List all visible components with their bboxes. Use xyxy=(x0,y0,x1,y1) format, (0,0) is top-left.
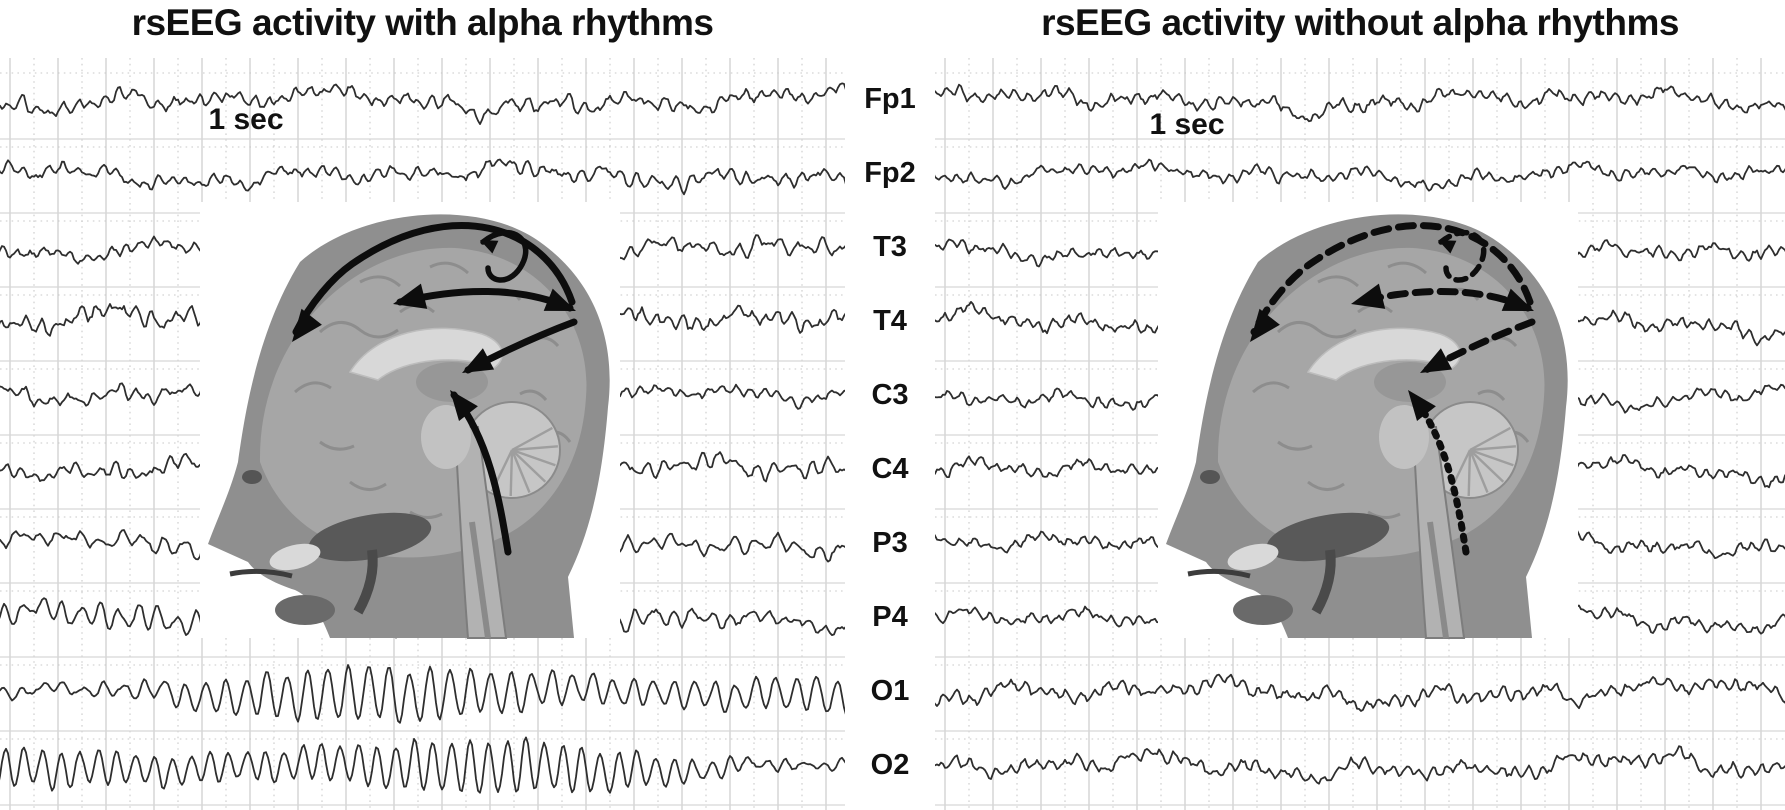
arrowhead xyxy=(1438,240,1457,254)
channel-label-c3: C3 xyxy=(871,379,909,411)
brain-inset-solid-arrows xyxy=(200,202,620,639)
sulcus-line xyxy=(409,510,443,519)
eeg-panel-with-alpha xyxy=(0,58,845,810)
chin-shadow xyxy=(1233,595,1293,625)
sulcus-line xyxy=(1277,440,1313,451)
arrowhead xyxy=(1408,390,1436,421)
channel-label-fp2: Fp2 xyxy=(864,157,916,189)
sulcus-line xyxy=(318,321,399,339)
cerebellum-folia xyxy=(1469,449,1505,483)
channel-label-fp1: Fp1 xyxy=(864,83,916,115)
sulcus-line xyxy=(359,275,401,288)
arrowhead xyxy=(292,308,322,342)
sulcus-line xyxy=(319,440,355,451)
pons xyxy=(421,405,471,469)
sulcus-line xyxy=(1387,261,1427,275)
sulcus-line xyxy=(1367,510,1401,519)
cerebellum-folia xyxy=(510,449,531,493)
cerebellum-folia xyxy=(511,445,558,452)
time-scale-label-left: 1 sec xyxy=(208,103,284,136)
mouth-line xyxy=(1187,568,1251,579)
right-panel-title: rsEEG activity without alpha rhythms xyxy=(1041,2,1679,43)
sulcus-line xyxy=(429,261,469,275)
eeg-trace xyxy=(935,83,1785,123)
arrowhead xyxy=(1420,348,1453,373)
channel-label-p3: P3 xyxy=(872,527,908,559)
cerebellum-folia xyxy=(1469,445,1516,452)
sulcus-line xyxy=(1252,381,1290,394)
arrowhead xyxy=(1501,288,1534,311)
spinal-cord xyxy=(1427,521,1449,639)
mouth-line xyxy=(229,568,293,579)
channel-label-column: Fp1 Fp2 T3 T4 C3 C4 P3 P4 O1 O2 xyxy=(845,0,935,810)
eeg-trace xyxy=(935,673,1785,712)
sulcus-line xyxy=(1317,275,1359,288)
eeg-trace xyxy=(0,736,845,794)
eye-region xyxy=(1200,470,1220,484)
sulcus-line xyxy=(1487,336,1518,348)
cerebellum-folia xyxy=(1469,448,1514,467)
cerebellum-folia xyxy=(509,449,514,497)
sulcus-line xyxy=(1276,321,1357,339)
arrowhead xyxy=(1351,283,1386,309)
spinal-cord xyxy=(469,521,491,639)
channel-label-o2: O2 xyxy=(870,749,910,781)
sulcus-line xyxy=(519,389,548,402)
channel-label-p4: P4 xyxy=(872,601,908,633)
eeg-trace xyxy=(0,158,845,196)
sulcus-line xyxy=(349,480,387,491)
sulcus-line xyxy=(294,381,332,394)
arrow-top-arc xyxy=(1250,222,1534,336)
eeg-trace xyxy=(935,158,1785,192)
left-panel-title: rsEEG activity with alpha rhythms xyxy=(131,2,714,43)
chin-shadow xyxy=(275,595,335,625)
sulcus-line xyxy=(1477,389,1506,402)
maxilla-highlight xyxy=(269,543,321,571)
brain-inset-dashed-arrows xyxy=(1158,202,1578,639)
skull-base-shadow xyxy=(1266,512,1390,562)
arrowhead xyxy=(462,348,495,373)
arrowhead xyxy=(393,283,428,309)
eye-region xyxy=(242,470,262,484)
arrowhead xyxy=(1250,308,1280,342)
channel-label-o1: O1 xyxy=(870,675,910,707)
arrowhead xyxy=(450,390,478,421)
eeg-trace xyxy=(0,82,845,125)
channel-label-t4: T4 xyxy=(873,305,907,337)
pons xyxy=(1379,405,1429,469)
arrow-top-arc xyxy=(292,222,576,336)
cerebellum-folia xyxy=(511,448,556,467)
eeg-trace xyxy=(0,664,845,724)
channel-label-c4: C4 xyxy=(871,453,909,485)
brainstem-neck xyxy=(453,426,508,639)
cerebellum-folia xyxy=(1467,449,1472,497)
arrowhead xyxy=(480,240,499,254)
throat-airway xyxy=(1311,549,1336,615)
time-scale-label-right: 1 sec xyxy=(1149,108,1225,141)
sulcus-line xyxy=(1307,480,1345,491)
arrow-curl xyxy=(1438,229,1487,283)
arrowhead xyxy=(543,288,576,311)
arrow-curl xyxy=(480,229,529,283)
eeg-panel-without-alpha xyxy=(935,58,1785,810)
skull-base-shadow xyxy=(308,512,432,562)
throat-airway xyxy=(353,549,378,615)
brainstem-neck xyxy=(1411,426,1466,639)
eeg-trace xyxy=(935,745,1785,785)
cerebellum-folia xyxy=(511,449,547,483)
maxilla-highlight xyxy=(1227,543,1279,571)
channel-label-t3: T3 xyxy=(873,231,907,263)
cerebellum-folia xyxy=(1468,449,1489,493)
cerebellum-folia xyxy=(511,426,553,452)
cerebellum-folia xyxy=(1469,426,1511,452)
